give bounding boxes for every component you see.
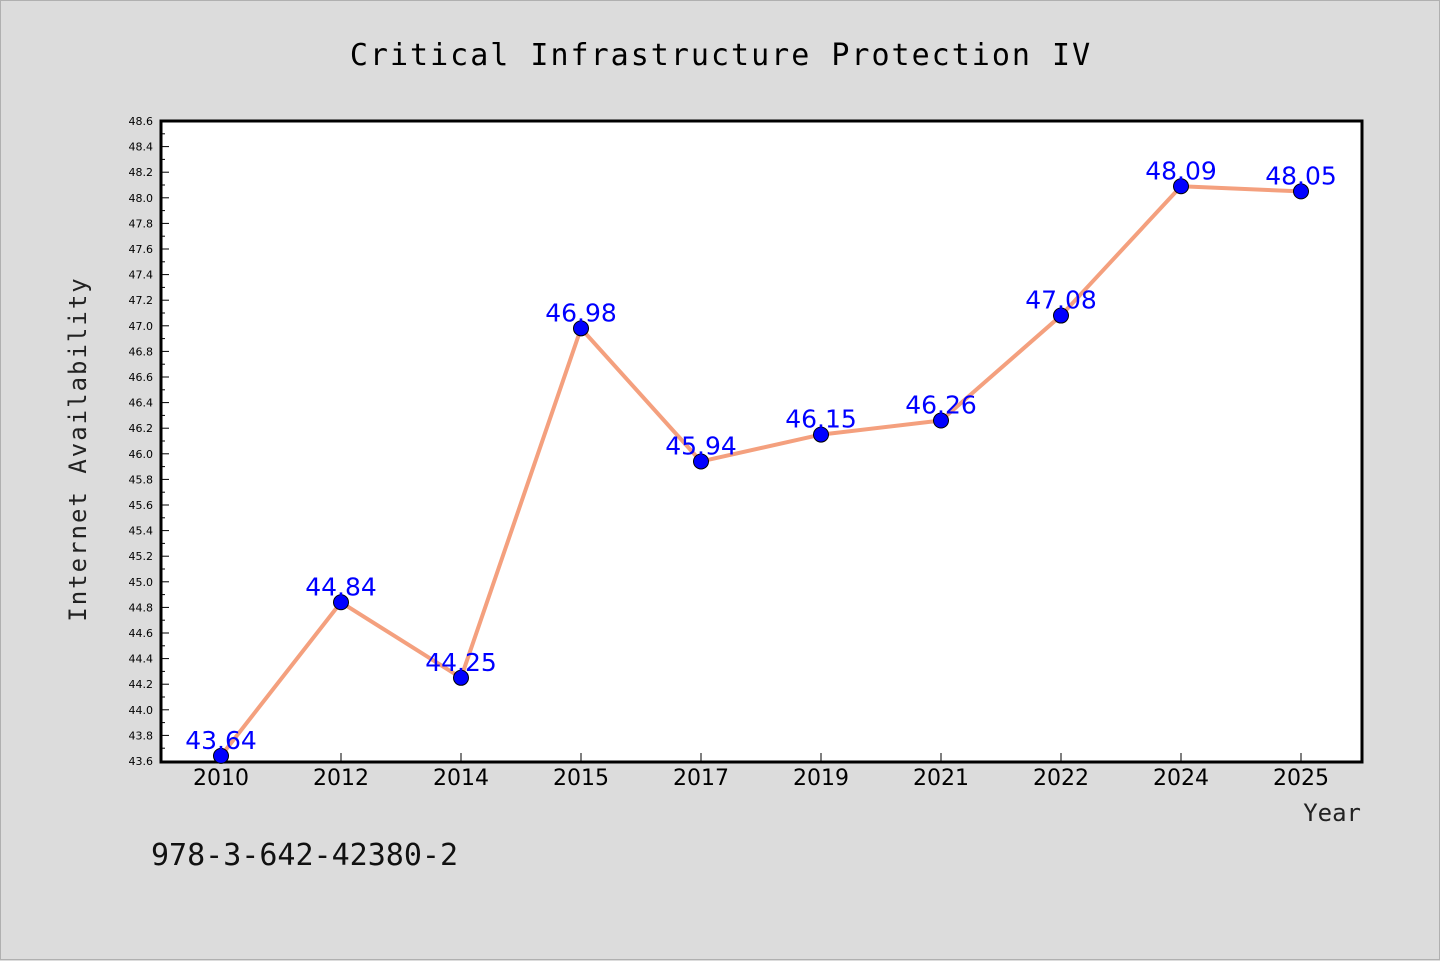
y-tick-label: 44.4: [129, 653, 154, 666]
y-tick-label: 47.4: [129, 269, 154, 282]
y-tick-label: 47.8: [129, 217, 154, 230]
data-point-marker: [933, 412, 949, 429]
data-point-label: 46.15: [785, 405, 857, 434]
y-tick-label: 45.0: [129, 576, 154, 589]
x-tick-label: 2015: [553, 766, 609, 791]
data-point-marker: [1293, 183, 1309, 200]
data-point-marker: [813, 426, 829, 443]
data-labels: 43.64 44.84 44.25 46.98 45.94 46.15 46.26 47.08…: [185, 156, 1337, 755]
data-point-label: 48.09: [1145, 156, 1217, 185]
y-tick-label: 46.4: [129, 397, 154, 410]
y-tick-label: 48.0: [129, 192, 154, 205]
x-axis: 2010 2012 2014 2015 2017 2019 2021 2022 2024 2025: [193, 753, 1329, 791]
y-tick-label: 47.2: [129, 294, 154, 307]
y-tick-label: 48.4: [129, 141, 154, 154]
data-point-label: 45.94: [665, 431, 737, 460]
y-tick-label: 47.0: [129, 320, 154, 333]
x-tick-label: 2014: [433, 766, 489, 791]
data-point-marker: [693, 453, 709, 470]
x-tick-label: 2012: [313, 766, 369, 791]
x-tick-label: 2019: [793, 766, 849, 791]
y-tick-label: 46.2: [129, 422, 154, 435]
y-tick-label: 44.8: [129, 601, 154, 614]
x-tick-label: 2017: [673, 766, 729, 791]
x-tick-label: 2021: [913, 766, 969, 791]
data-point-label: 43.64: [185, 726, 257, 755]
data-point-label: 46.98: [545, 298, 617, 327]
plot-area: [159, 119, 1364, 764]
y-tick-label: 45.4: [129, 525, 154, 538]
y-tick-label: 48.2: [129, 166, 154, 179]
y-tick-label: 46.6: [129, 371, 154, 384]
y-tick-label: 46.8: [129, 345, 154, 358]
x-axis-label: Year: [1303, 799, 1361, 827]
y-tick-label: 44.2: [129, 678, 154, 691]
data-point-label: 44.84: [305, 572, 377, 601]
data-point-marker: [213, 747, 229, 764]
data-point-marker: [453, 669, 469, 686]
data-markers: [213, 178, 1309, 764]
y-tick-label: 46.0: [129, 448, 154, 461]
data-point-label: 46.26: [905, 391, 977, 420]
y-tick-label: 45.2: [129, 550, 154, 563]
x-tick-label: 2025: [1273, 766, 1329, 791]
data-point-label: 44.25: [425, 648, 497, 677]
x-tick-label: 2010: [193, 766, 249, 791]
y-tick-label: 43.8: [129, 729, 154, 742]
data-point-marker: [1053, 307, 1069, 324]
data-point-label: 48.05: [1265, 161, 1337, 190]
y-tick-label: 47.6: [129, 243, 154, 256]
footer-text: 978-3-642-42380-2: [151, 838, 458, 873]
y-tick-label: 44.6: [129, 627, 154, 640]
data-point-marker: [1173, 178, 1189, 195]
y-tick-label: 48.6: [129, 115, 154, 128]
y-tick-label: 45.6: [129, 499, 154, 512]
chart-title: Critical Infrastructure Protection IV: [350, 38, 1092, 73]
y-tick-label: 45.8: [129, 473, 154, 486]
x-tick-label: 2022: [1033, 766, 1089, 791]
y-axis: 43.6 43.8 44.0 44.2 44.4 44.6 44.8 45.0 45.2 45.4…: [129, 115, 169, 768]
y-axis-label: Internet Availability: [64, 276, 92, 621]
x-tick-label: 2024: [1153, 766, 1209, 791]
data-point-marker: [573, 320, 589, 337]
series-line-group: [219, 184, 1302, 758]
data-point-marker: [333, 594, 349, 611]
y-tick-label: 44.0: [129, 704, 154, 717]
y-tick-label: 43.6: [129, 755, 154, 768]
data-point-label: 47.08: [1025, 286, 1097, 315]
series-line: [219, 184, 1302, 758]
